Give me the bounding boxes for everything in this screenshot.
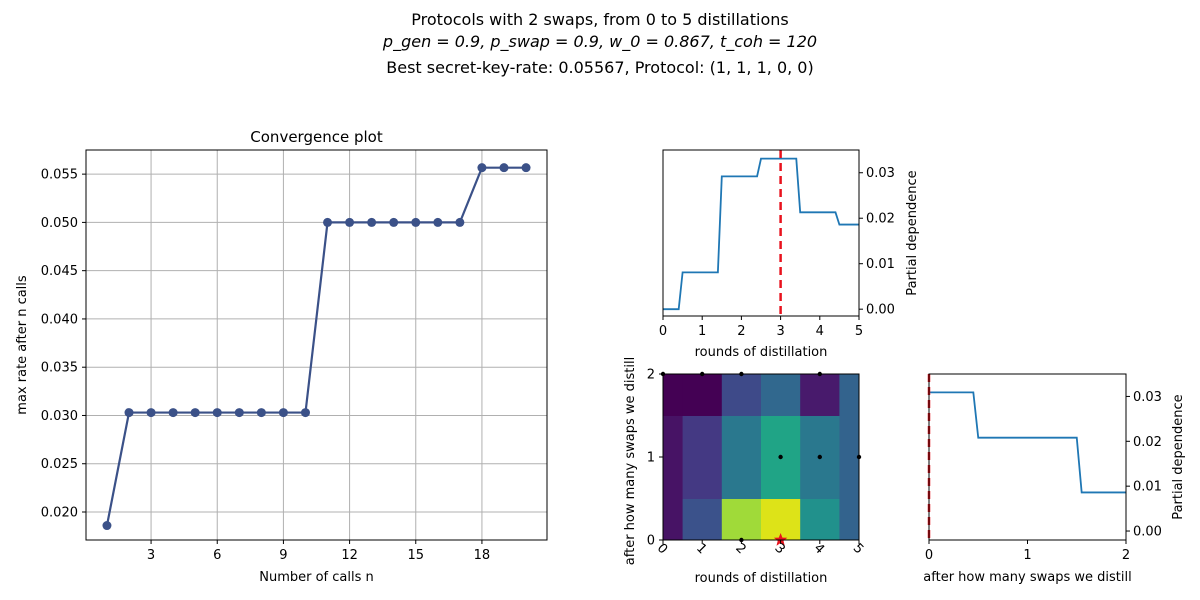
x-tick-label: 0 [925, 548, 933, 563]
x-tick-label: 18 [474, 548, 491, 563]
heatmap-cell [663, 374, 684, 416]
data-point [455, 217, 465, 227]
data-point [367, 217, 377, 227]
y-tick-label: 0.02 [866, 212, 895, 227]
x-tick-label: 4 [811, 541, 827, 557]
x-tick-label: 5 [855, 324, 863, 339]
data-point [124, 408, 134, 418]
heatmap-cell [682, 374, 723, 416]
y-tick-label: 0.00 [1133, 525, 1162, 540]
x-tick-label: 5 [850, 541, 866, 557]
data-point [521, 163, 531, 173]
y-tick-label: 0.055 [41, 168, 78, 183]
data-point [345, 217, 355, 227]
x-tick-label: 6 [213, 548, 221, 563]
x-tick-label: 4 [816, 324, 824, 339]
y-tick-label: 0 [647, 534, 655, 549]
axes-frame [928, 373, 1127, 541]
y-tick-label: 0.025 [41, 457, 78, 472]
x-tick-label: 3 [776, 324, 784, 339]
heatmap-cell [682, 498, 723, 541]
data-point [389, 217, 399, 227]
y-tick-label: 0.01 [1133, 480, 1162, 495]
data-point [168, 408, 178, 418]
x-axis-label: rounds of distillation [695, 571, 828, 586]
y-axis-label: Partial dependence [1171, 394, 1186, 519]
x-axis-label: after how many swaps we distill [923, 570, 1131, 585]
sample-point [778, 454, 783, 460]
y-tick-label: 0.00 [866, 303, 895, 318]
y-tick-label: 0.03 [866, 166, 895, 181]
x-tick-label: 9 [279, 548, 287, 563]
heatmap-cell [663, 498, 684, 541]
heatmap-cell [721, 415, 762, 499]
chart-title: Convergence plot [250, 128, 383, 146]
x-tick-label: 1 [698, 324, 706, 339]
data-point [256, 408, 266, 418]
y-tick-label: 1 [647, 451, 655, 466]
heatmap-cell [721, 498, 762, 541]
x-axis-label: Number of calls n [259, 570, 374, 585]
data-point [146, 408, 156, 418]
heatmap-cell [839, 415, 860, 499]
data-point [278, 408, 288, 418]
data-point [300, 408, 310, 418]
y-tick-label: 0.03 [1133, 390, 1162, 405]
x-tick-label: 3 [771, 541, 787, 557]
figure-best-result: Best secret-key-rate: 0.05567, Protocol:… [386, 58, 814, 77]
heatmap-cell [663, 415, 684, 499]
x-tick-label: 3 [147, 548, 155, 563]
x-tick-label: 1 [693, 541, 709, 557]
sample-point [817, 454, 822, 460]
data-point [190, 408, 200, 418]
heatmap-cell [721, 374, 762, 416]
heatmap-cell [761, 374, 801, 416]
y-tick-label: 0.020 [41, 506, 78, 521]
heatmap-cell [839, 498, 860, 541]
axes-frame [662, 149, 860, 317]
heatmap-cell [761, 498, 801, 541]
x-tick-label: 0 [659, 324, 667, 339]
heatmap-cell [800, 374, 840, 416]
data-point [234, 408, 244, 418]
y-tick-label: 2 [647, 368, 655, 383]
y-axis-label: after how many swaps we distill [623, 357, 638, 565]
heatmap-cell [839, 374, 860, 416]
y-tick-label: 0.050 [41, 216, 78, 231]
x-tick-label: 2 [1122, 548, 1130, 563]
heatmap-cell [800, 498, 840, 541]
heatmap-cell [682, 415, 723, 499]
data-point [102, 521, 112, 531]
x-tick-label: 0 [654, 541, 670, 557]
y-tick-label: 0.040 [41, 312, 78, 327]
x-tick-label: 2 [737, 324, 745, 339]
y-tick-label: 0.02 [1133, 435, 1162, 450]
data-point [477, 163, 487, 173]
data-point [212, 408, 222, 418]
data-point [411, 217, 421, 227]
x-tick-label: 15 [407, 548, 424, 563]
data-point [499, 163, 509, 173]
x-tick-label: 1 [1023, 548, 1031, 563]
axes-frame [85, 149, 548, 541]
y-tick-label: 0.045 [41, 264, 78, 279]
series-line-partial-dependence [663, 157, 859, 311]
x-tick-label: 2 [732, 541, 748, 557]
y-tick-label: 0.030 [41, 409, 78, 424]
x-axis-label: rounds of distillation [695, 345, 828, 360]
series-line-partial-dependence [929, 391, 1126, 494]
y-tick-label: 0.01 [866, 257, 895, 272]
data-point [323, 217, 333, 227]
y-tick-label: 0.035 [41, 361, 78, 376]
y-axis-label: max rate after n calls [15, 275, 30, 415]
best-point-marker [773, 533, 788, 546]
figure-parameters: p_gen = 0.9, p_swap = 0.9, w_0 = 0.867, … [382, 32, 818, 51]
data-point [433, 217, 443, 227]
y-axis-label: Partial dependence [905, 170, 920, 295]
figure-title: Protocols with 2 swaps, from 0 to 5 dist… [411, 10, 789, 29]
x-tick-label: 12 [341, 548, 358, 563]
